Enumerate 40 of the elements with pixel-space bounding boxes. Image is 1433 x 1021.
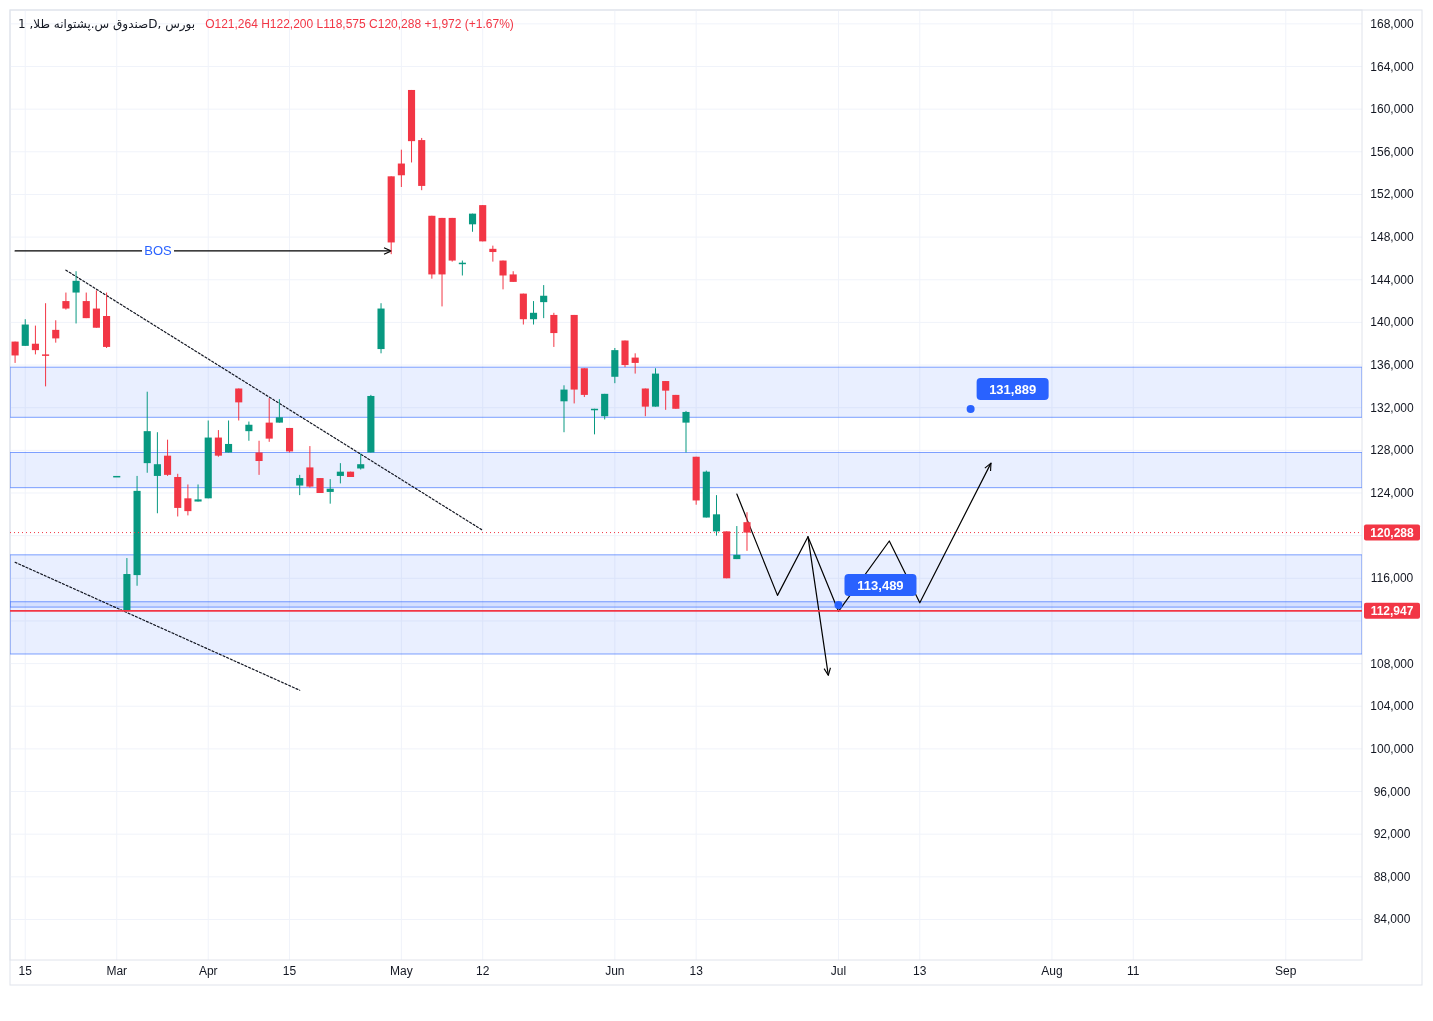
x-tick-label: 11 xyxy=(1127,964,1140,978)
y-tick-label: 160,000 xyxy=(1370,102,1415,117)
y-tick-label: 92,000 xyxy=(1373,827,1411,842)
text: O121,264 H122,200 L118,575 C120,288 +1,972 (+1.67%) xyxy=(205,17,514,31)
y-tick-label: 88,000 xyxy=(1373,869,1411,884)
y-tick-label: 148,000 xyxy=(1370,230,1415,245)
y-tick-label: 124,000 xyxy=(1370,486,1415,500)
x-tick-label: 15 xyxy=(282,964,297,978)
y-tick-label: 100,000 xyxy=(1370,741,1415,756)
y-tick-label: 144,000 xyxy=(1370,272,1415,287)
y-tick-label: 96,000 xyxy=(1373,784,1411,799)
series-label: BOS xyxy=(144,243,173,259)
y-tick-label: 168,000 xyxy=(1370,16,1415,31)
x-tick-label: Jun xyxy=(605,964,625,978)
text: صندوق س.پشتوانه طلا, 1D, بورس xyxy=(18,17,196,32)
ref-line-label: 120,288 xyxy=(1370,526,1415,541)
ref-line-label: 112,947 xyxy=(1370,604,1414,619)
y-tick-label: 116,000 xyxy=(1370,571,1414,586)
y-tick-label: 164,000 xyxy=(1370,59,1415,74)
x-tick-label: 12 xyxy=(476,964,490,978)
y-tick-label: 84,000 xyxy=(1373,912,1411,927)
x-tick-label: 13 xyxy=(689,964,704,978)
y-tick-label: 156,000 xyxy=(1370,144,1415,159)
y-tick-label: 152,000 xyxy=(1370,187,1415,202)
x-tick-label: Apr xyxy=(198,964,218,978)
y-tick-label: 104,000 xyxy=(1370,699,1415,714)
y-tick-label: 128,000 xyxy=(1370,443,1415,458)
y-tick-label: 108,000 xyxy=(1370,656,1415,671)
x-tick-label: Aug xyxy=(1041,964,1063,978)
x-tick-label: May xyxy=(390,964,413,978)
x-tick-label: 15 xyxy=(18,964,33,978)
y-tick-label: 132,000 xyxy=(1370,400,1415,415)
data-label: 131,889 xyxy=(989,381,1037,397)
x-tick-label: Sep xyxy=(1275,964,1297,978)
y-tick-label: 136,000 xyxy=(1370,358,1415,373)
x-tick-label: Jul xyxy=(830,964,847,978)
x-tick-label: Mar xyxy=(106,964,128,978)
data-label: 113,489 xyxy=(857,578,904,594)
y-tick-label: 140,000 xyxy=(1370,315,1415,330)
x-tick-label: 13 xyxy=(913,964,927,978)
